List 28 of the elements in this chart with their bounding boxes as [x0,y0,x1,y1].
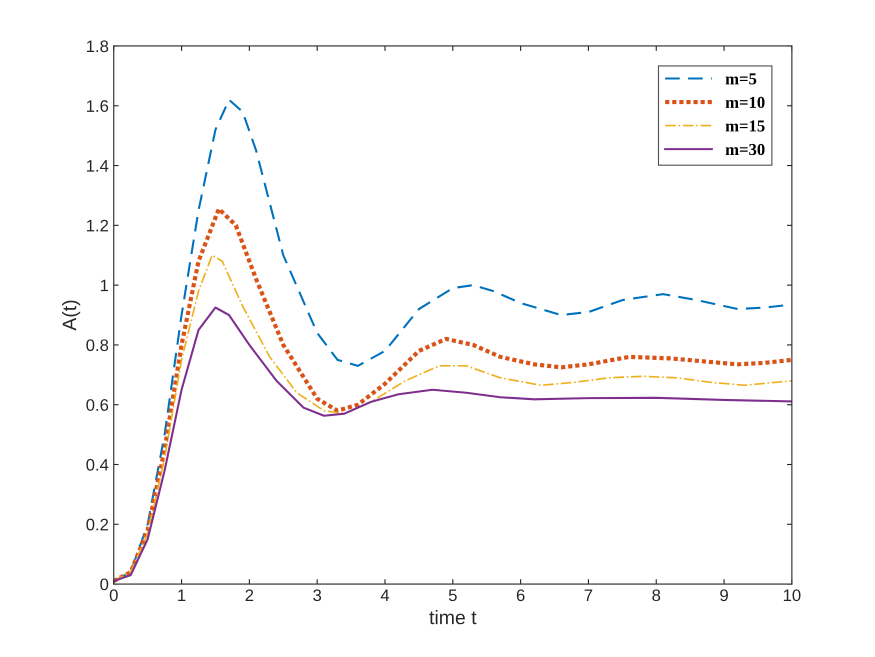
x-tick-label: 8 [652,589,660,602]
x-axis-title: time t [429,610,476,624]
y-axis-title: A(t) [62,300,80,331]
y-tick-label: 0.2 [86,518,108,530]
x-tick-label: 5 [448,590,457,602]
legend-label: m=30 [726,144,765,156]
x-tick-label: 9 [720,589,728,602]
y-tick-label: 0.4 [86,458,108,471]
x-tick-label: 7 [584,590,592,602]
x-tick-label: 10 [784,589,800,602]
x-tick-label: 4 [380,590,390,602]
y-tick-label: 0.8 [86,339,108,352]
y-tick-label: 0 [100,578,108,590]
y-tick-label: 1.2 [86,220,108,232]
line-series [114,306,792,582]
y-tick-label: 1.6 [86,100,108,112]
x-tick-label: 1 [178,590,186,602]
y-tick-label: 1.4 [86,160,108,172]
x-tick-label: 6 [516,589,525,602]
y-tick-label: 1.8 [86,40,108,52]
x-tick-label: 3 [313,589,322,602]
y-tick-label: 0.6 [86,399,108,411]
y-tick-label: 1 [100,280,108,292]
x-tick-label: 0 [110,589,118,602]
legend-label: m=15 [726,120,765,132]
x-tick-label: 2 [246,589,254,602]
legend-label: m=5 [726,73,756,84]
legend-label: m=10 [726,96,765,108]
